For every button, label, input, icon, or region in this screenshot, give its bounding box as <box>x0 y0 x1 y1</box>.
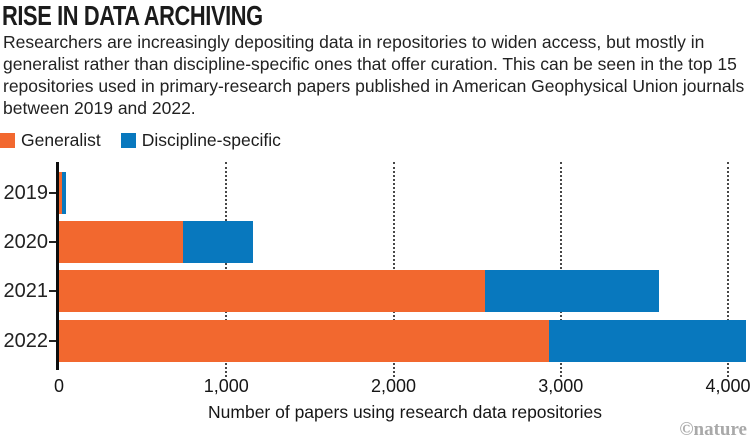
x-tick-label-4,000: 4,000 <box>705 376 751 396</box>
bar-2019 <box>59 172 66 214</box>
bar-chart: Number of papers using research data rep… <box>0 162 751 422</box>
chart-description: Researchers are increasingly depositing … <box>3 32 745 118</box>
y-label-2019: 2019 <box>3 182 49 204</box>
bar-2020 <box>59 221 253 264</box>
y-tick-2019 <box>49 192 56 194</box>
chart-title: RISE IN DATA ARCHIVING <box>2 0 263 31</box>
bar-segment-2021-generalist <box>59 270 486 313</box>
discipline-specific-swatch-icon <box>120 133 136 148</box>
x-tick-label-1,000: 1,000 <box>203 376 249 396</box>
legend-item-discipline-specific: Discipline-specific <box>120 130 281 151</box>
y-label-2022: 2022 <box>3 329 49 352</box>
y-tick-2022 <box>49 339 56 342</box>
bar-segment-2021-discipline-specific <box>485 270 660 313</box>
bar-2021 <box>59 270 660 313</box>
legend-item-generalist: Generalist <box>0 130 101 151</box>
x-tick-label-2,000: 2,000 <box>370 376 417 396</box>
bar-segment-2019-discipline-specific <box>61 172 66 214</box>
x-axis-title: Number of papers using research data rep… <box>208 402 602 422</box>
y-axis-line <box>56 162 59 370</box>
y-label-2020: 2020 <box>3 231 49 254</box>
bar-2022 <box>59 319 747 362</box>
bar-segment-2022-generalist <box>59 319 550 362</box>
x-tick-label-0: 0 <box>53 376 65 396</box>
legend-label: Discipline-specific <box>141 130 281 150</box>
legend-label: Generalist <box>21 130 101 150</box>
legend: Generalist Discipline-specific <box>0 130 281 151</box>
y-label-2021: 2021 <box>3 280 49 303</box>
x-tick-label-3,000: 3,000 <box>538 376 584 396</box>
bar-segment-2022-discipline-specific <box>549 319 747 362</box>
nature-credit: ©nature <box>679 419 747 440</box>
y-tick-2021 <box>49 290 56 293</box>
gridline-3,000 <box>559 162 562 377</box>
gridline-1,000 <box>225 162 228 377</box>
gridline-2,000 <box>392 162 395 377</box>
bar-segment-2020-discipline-specific <box>182 221 253 264</box>
y-tick-2020 <box>49 241 56 244</box>
gridline-4,000 <box>727 162 729 377</box>
bar-segment-2020-generalist <box>59 221 183 264</box>
bar-segment-2019-generalist <box>59 172 62 214</box>
generalist-swatch-icon <box>0 133 15 148</box>
